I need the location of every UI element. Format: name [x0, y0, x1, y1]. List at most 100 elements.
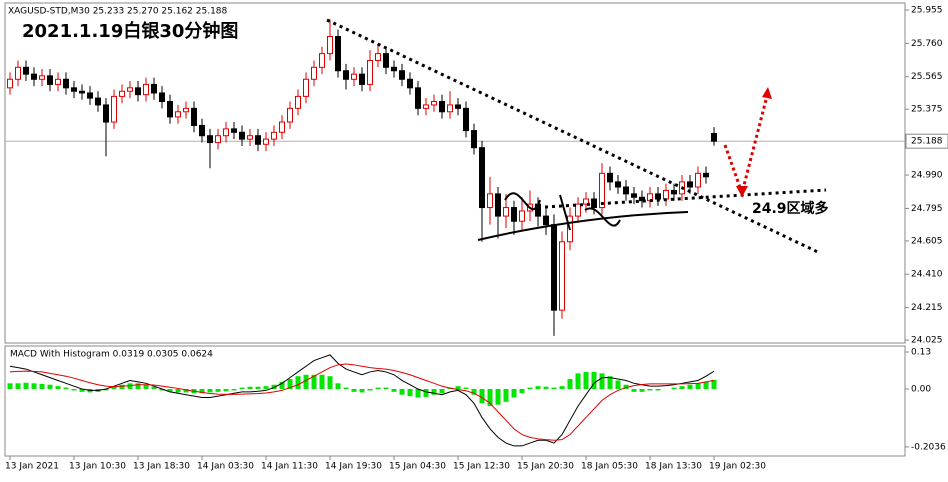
histogram-bar	[231, 389, 237, 391]
histogram-bar	[439, 389, 445, 394]
candle-body	[303, 78, 309, 97]
histogram-bar	[183, 389, 189, 393]
y-tick-label: 0.13	[911, 348, 931, 358]
histogram-bar	[199, 389, 205, 394]
candle-body	[199, 124, 205, 137]
x-tick-label: 14 Jan 11:30	[261, 462, 318, 472]
histogram-bar	[479, 389, 485, 404]
histogram-bar	[15, 383, 21, 390]
histogram-bar	[623, 384, 629, 390]
candle-body	[495, 193, 501, 217]
histogram-bar	[103, 389, 109, 391]
candle-body	[511, 207, 517, 222]
marks: 25.955 25.760 25.565 25.375 24.990 24.795 24.6…	[5, 6, 948, 472]
x-tick-label: 14 Jan 19:30	[325, 462, 382, 472]
histogram-bar	[71, 389, 77, 391]
histogram-bar	[655, 389, 661, 391]
y-tick-label: 24.605	[911, 236, 943, 246]
candle-body	[15, 66, 21, 80]
histogram-bar	[431, 389, 437, 395]
histogram-bar	[375, 387, 381, 390]
candle-body	[183, 107, 189, 113]
candle-body	[391, 66, 397, 72]
histogram-bar	[407, 389, 413, 397]
candle-body	[375, 53, 381, 61]
chart-header: XAGUSD-STD,M30 25.233 25.270 25.162 25.1…	[8, 7, 228, 17]
histogram-bar	[223, 389, 229, 392]
histogram-bar	[607, 376, 613, 390]
histogram-bar	[175, 389, 181, 393]
histogram-bar	[255, 386, 261, 390]
candle-body	[631, 193, 637, 198]
candle-body	[271, 131, 277, 140]
candle-body	[407, 78, 413, 89]
histogram-bar	[399, 389, 405, 395]
histogram-bar	[119, 384, 125, 390]
candle-body	[711, 132, 717, 142]
histogram-bar	[583, 371, 589, 390]
candle-body	[607, 172, 613, 183]
histogram-bar	[671, 387, 677, 390]
candle-body	[119, 90, 125, 97]
histogram-bar	[55, 386, 61, 390]
candle-body	[215, 135, 221, 144]
y-tick-label: -0.2036	[911, 442, 946, 452]
histogram-bar	[239, 387, 245, 390]
candle-body	[159, 92, 165, 103]
candle-body	[135, 87, 141, 96]
histogram-bar	[111, 386, 117, 390]
annotation: 24.9区域多	[752, 200, 829, 217]
candle-body	[71, 87, 77, 92]
x-tick-label: 18 Jan 05:30	[581, 462, 638, 472]
candle-body	[503, 207, 509, 217]
candle-body	[295, 95, 301, 109]
x-tick-label: 15 Jan 20:30	[517, 462, 574, 472]
arrow-head	[736, 186, 748, 197]
candle-body	[663, 189, 669, 200]
candle-body	[615, 181, 621, 188]
histogram-bar	[7, 383, 13, 390]
candle-body	[23, 66, 29, 75]
support-line	[544, 188, 827, 209]
histogram-bar	[503, 389, 509, 402]
y-tick-label: 25.375	[911, 105, 943, 115]
candle-body	[463, 107, 469, 132]
x-tick-label: 13 Jan 10:30	[69, 462, 126, 472]
candle-body	[87, 92, 93, 99]
signature	[477, 192, 689, 241]
x-tick-label: 15 Jan 12:30	[453, 462, 510, 472]
candle-body	[687, 181, 693, 188]
chart-title: 2021.1.19白银30分钟图	[22, 20, 238, 42]
candle-body	[79, 90, 85, 94]
candle-body	[367, 59, 373, 85]
price-box	[905, 133, 948, 149]
candle-body	[479, 147, 485, 209]
histogram-bar	[295, 376, 301, 390]
macd-panel	[4, 345, 906, 457]
histogram-bar	[31, 383, 37, 390]
candle-body	[519, 210, 525, 222]
candle-body	[559, 241, 565, 311]
macd-line	[9, 354, 715, 447]
y-tick-label: 24.410	[911, 270, 943, 280]
histogram-bar	[559, 386, 565, 390]
candle-body	[655, 193, 661, 200]
histogram-bar	[263, 386, 269, 390]
candle-body	[7, 78, 13, 89]
histogram-bar	[415, 389, 421, 398]
histogram-bar	[591, 371, 597, 390]
histogram-bar	[511, 389, 517, 398]
candle-body	[31, 73, 37, 80]
candle-body	[151, 83, 157, 94]
candle-body	[39, 75, 45, 80]
candle-body	[47, 75, 53, 85]
candle-body	[207, 135, 213, 144]
histogram-bar	[423, 389, 429, 397]
histogram-bar	[319, 374, 325, 390]
candle-body	[575, 203, 581, 217]
x-tick-label: 14 Jan 03:30	[197, 462, 254, 472]
candle-body	[639, 196, 645, 202]
x-tick-label: 18 Jan 13:30	[645, 462, 702, 472]
candle-body	[247, 135, 253, 140]
